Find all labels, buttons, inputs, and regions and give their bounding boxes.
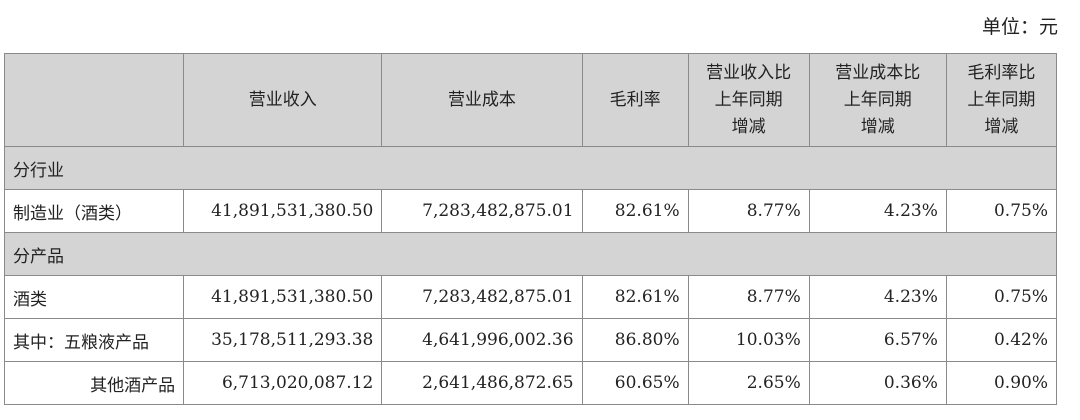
header-cost-change: 营业成本比 上年同期 增减 [808,53,947,147]
gross-margin-cell: 60.65% [581,361,689,405]
gross-margin-cell: 86.80% [581,318,689,362]
revenue-change-cell: 8.77% [687,189,810,233]
row-label: 制造业（酒类） [3,189,185,233]
header-row: 营业收入 营业成本 毛利率 营业收入比 上年同期 增减 营业成本比 上年同期 增… [3,53,1058,147]
table-row: 其中：五粮液产品 35,178,511,293.38 4,641,996,002… [3,318,1058,362]
cost-cell: 7,283,482,875.01 [381,275,583,319]
header-margin-change: 毛利率比 上年同期 增减 [945,53,1058,147]
margin-change-cell: 0.75% [945,275,1058,319]
revenue-change-cell: 2.65% [687,361,810,405]
header-revenue-change: 营业收入比 上年同期 增减 [687,53,810,147]
revenue-cell: 35,178,511,293.38 [183,318,383,362]
gross-margin-cell: 82.61% [581,189,689,233]
section-row-product: 分产品 [4,232,1057,276]
header-revenue: 营业收入 [183,53,383,147]
revenue-cell: 41,891,531,380.50 [183,275,383,319]
revenue-cell: 6,713,020,087.12 [183,361,383,405]
gross-margin-cell: 82.61% [581,275,689,319]
cost-cell: 4,641,996,002.36 [381,318,583,362]
margin-change-cell: 0.75% [945,189,1058,233]
header-blank [3,53,185,147]
table-row: 制造业（酒类） 41,891,531,380.50 7,283,482,875.… [3,189,1058,233]
row-label: 酒类 [3,275,185,319]
revenue-change-cell: 10.03% [687,318,810,362]
revenue-change-cell: 8.77% [687,275,810,319]
header-gross-margin: 毛利率 [581,53,689,147]
section-title: 分产品 [4,232,1057,276]
cost-cell: 7,283,482,875.01 [381,189,583,233]
cost-cell: 2,641,486,872.65 [381,361,583,405]
row-label: 其他酒产品 [3,361,185,405]
row-label: 其中：五粮液产品 [3,318,185,362]
margin-change-cell: 0.90% [945,361,1058,405]
table-row: 酒类 41,891,531,380.50 7,283,482,875.01 82… [3,275,1058,319]
section-row-industry: 分行业 [4,146,1057,190]
header-cost: 营业成本 [381,53,583,147]
unit-label: 单位：元 [981,16,1058,38]
cost-change-cell: 4.23% [808,275,947,319]
cost-change-cell: 0.36% [808,361,947,405]
table-row: 其他酒产品 6,713,020,087.12 2,641,486,872.65 … [3,361,1058,405]
cost-change-cell: 4.23% [808,189,947,233]
revenue-cell: 41,891,531,380.50 [183,189,383,233]
section-title: 分行业 [4,146,1057,190]
margin-change-cell: 0.42% [945,318,1058,362]
cost-change-cell: 6.57% [808,318,947,362]
revenue-cost-table: 营业收入 营业成本 毛利率 营业收入比 上年同期 增减 营业成本比 上年同期 增… [3,53,1058,405]
